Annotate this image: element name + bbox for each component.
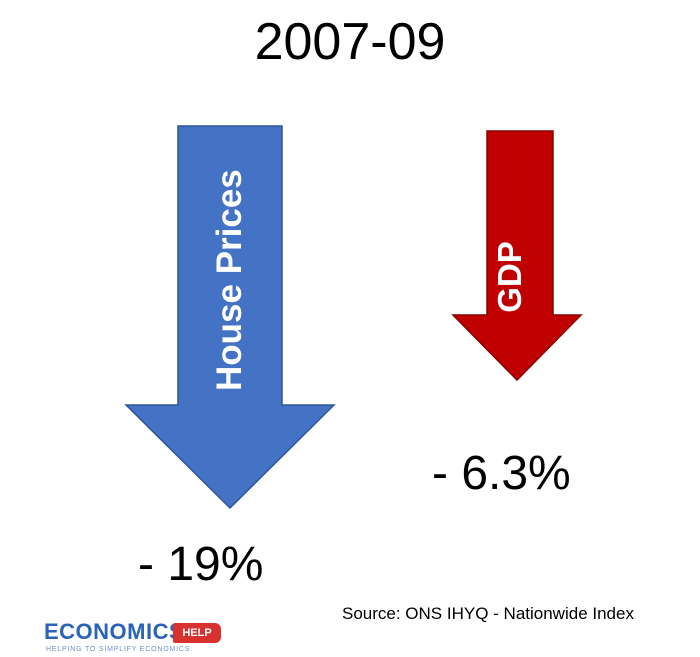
gdp-change-value: - 6.3%: [432, 447, 571, 500]
economics-help-logo[interactable]: ECONOMICS HELP HELPING TO SIMPLIFY ECONO…: [44, 620, 226, 657]
house-prices-label: House Prices: [210, 169, 249, 391]
gdp-arrow: [451, 130, 583, 382]
gdp-label: GDP: [491, 241, 528, 313]
logo-wordmark: ECONOMICS: [44, 619, 185, 644]
house-prices-arrow: [124, 125, 336, 510]
logo-tagline: HELPING TO SIMPLIFY ECONOMICS: [46, 646, 191, 653]
source-note: Source: ONS IHYQ - Nationwide Index: [342, 604, 634, 623]
page-title: 2007-09: [254, 13, 446, 71]
house-prices-change-value: - 19%: [138, 538, 264, 591]
logo-tag: HELP: [173, 623, 221, 643]
